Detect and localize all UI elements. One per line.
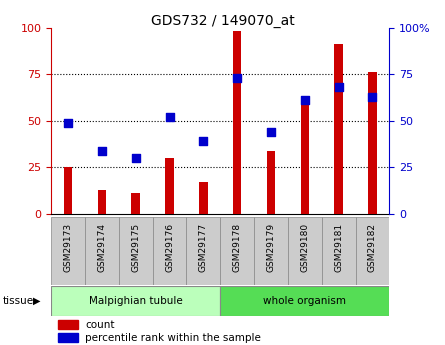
Bar (254, 217, 288, 285)
Bar (51, 217, 85, 285)
Text: GSM29176: GSM29176 (165, 223, 174, 272)
Bar (356, 217, 389, 285)
Text: count: count (85, 320, 114, 329)
Bar (51, 286, 220, 316)
Bar (119, 217, 153, 285)
Bar (64, 167, 73, 214)
Bar (132, 194, 140, 214)
Text: GSM29182: GSM29182 (368, 223, 377, 272)
Bar (166, 158, 174, 214)
Bar (199, 182, 208, 214)
Bar (322, 217, 356, 285)
Bar (85, 217, 119, 285)
Text: GSM29179: GSM29179 (267, 223, 275, 272)
Text: Malpighian tubule: Malpighian tubule (89, 296, 182, 306)
Bar (220, 286, 389, 316)
Text: GSM29174: GSM29174 (97, 223, 106, 272)
Point (98, 148, 105, 153)
Text: GDS732 / 149070_at: GDS732 / 149070_at (150, 14, 295, 28)
Point (335, 85, 342, 90)
Bar (301, 98, 309, 214)
Point (234, 75, 241, 81)
Point (200, 138, 207, 144)
Bar (335, 45, 343, 214)
Text: whole organism: whole organism (263, 296, 346, 306)
Point (132, 155, 139, 161)
Bar (98, 190, 106, 214)
Point (267, 129, 275, 135)
Text: GSM29181: GSM29181 (334, 223, 343, 272)
Text: GSM29177: GSM29177 (199, 223, 208, 272)
Bar (153, 217, 186, 285)
Bar (220, 217, 254, 285)
Point (65, 120, 72, 125)
Bar (267, 150, 275, 214)
Bar (186, 217, 220, 285)
Text: tissue: tissue (2, 296, 33, 306)
Bar (233, 31, 242, 214)
Point (369, 94, 376, 99)
Text: GSM29178: GSM29178 (233, 223, 242, 272)
Text: GSM29175: GSM29175 (131, 223, 140, 272)
Text: GSM29180: GSM29180 (300, 223, 309, 272)
Bar (288, 217, 322, 285)
Bar (368, 72, 376, 214)
Text: GSM29173: GSM29173 (64, 223, 73, 272)
Bar (58, 320, 78, 329)
Text: percentile rank within the sample: percentile rank within the sample (85, 333, 261, 343)
Point (301, 98, 308, 103)
Point (166, 114, 173, 120)
Text: ▶: ▶ (33, 296, 41, 306)
Bar (58, 333, 78, 342)
